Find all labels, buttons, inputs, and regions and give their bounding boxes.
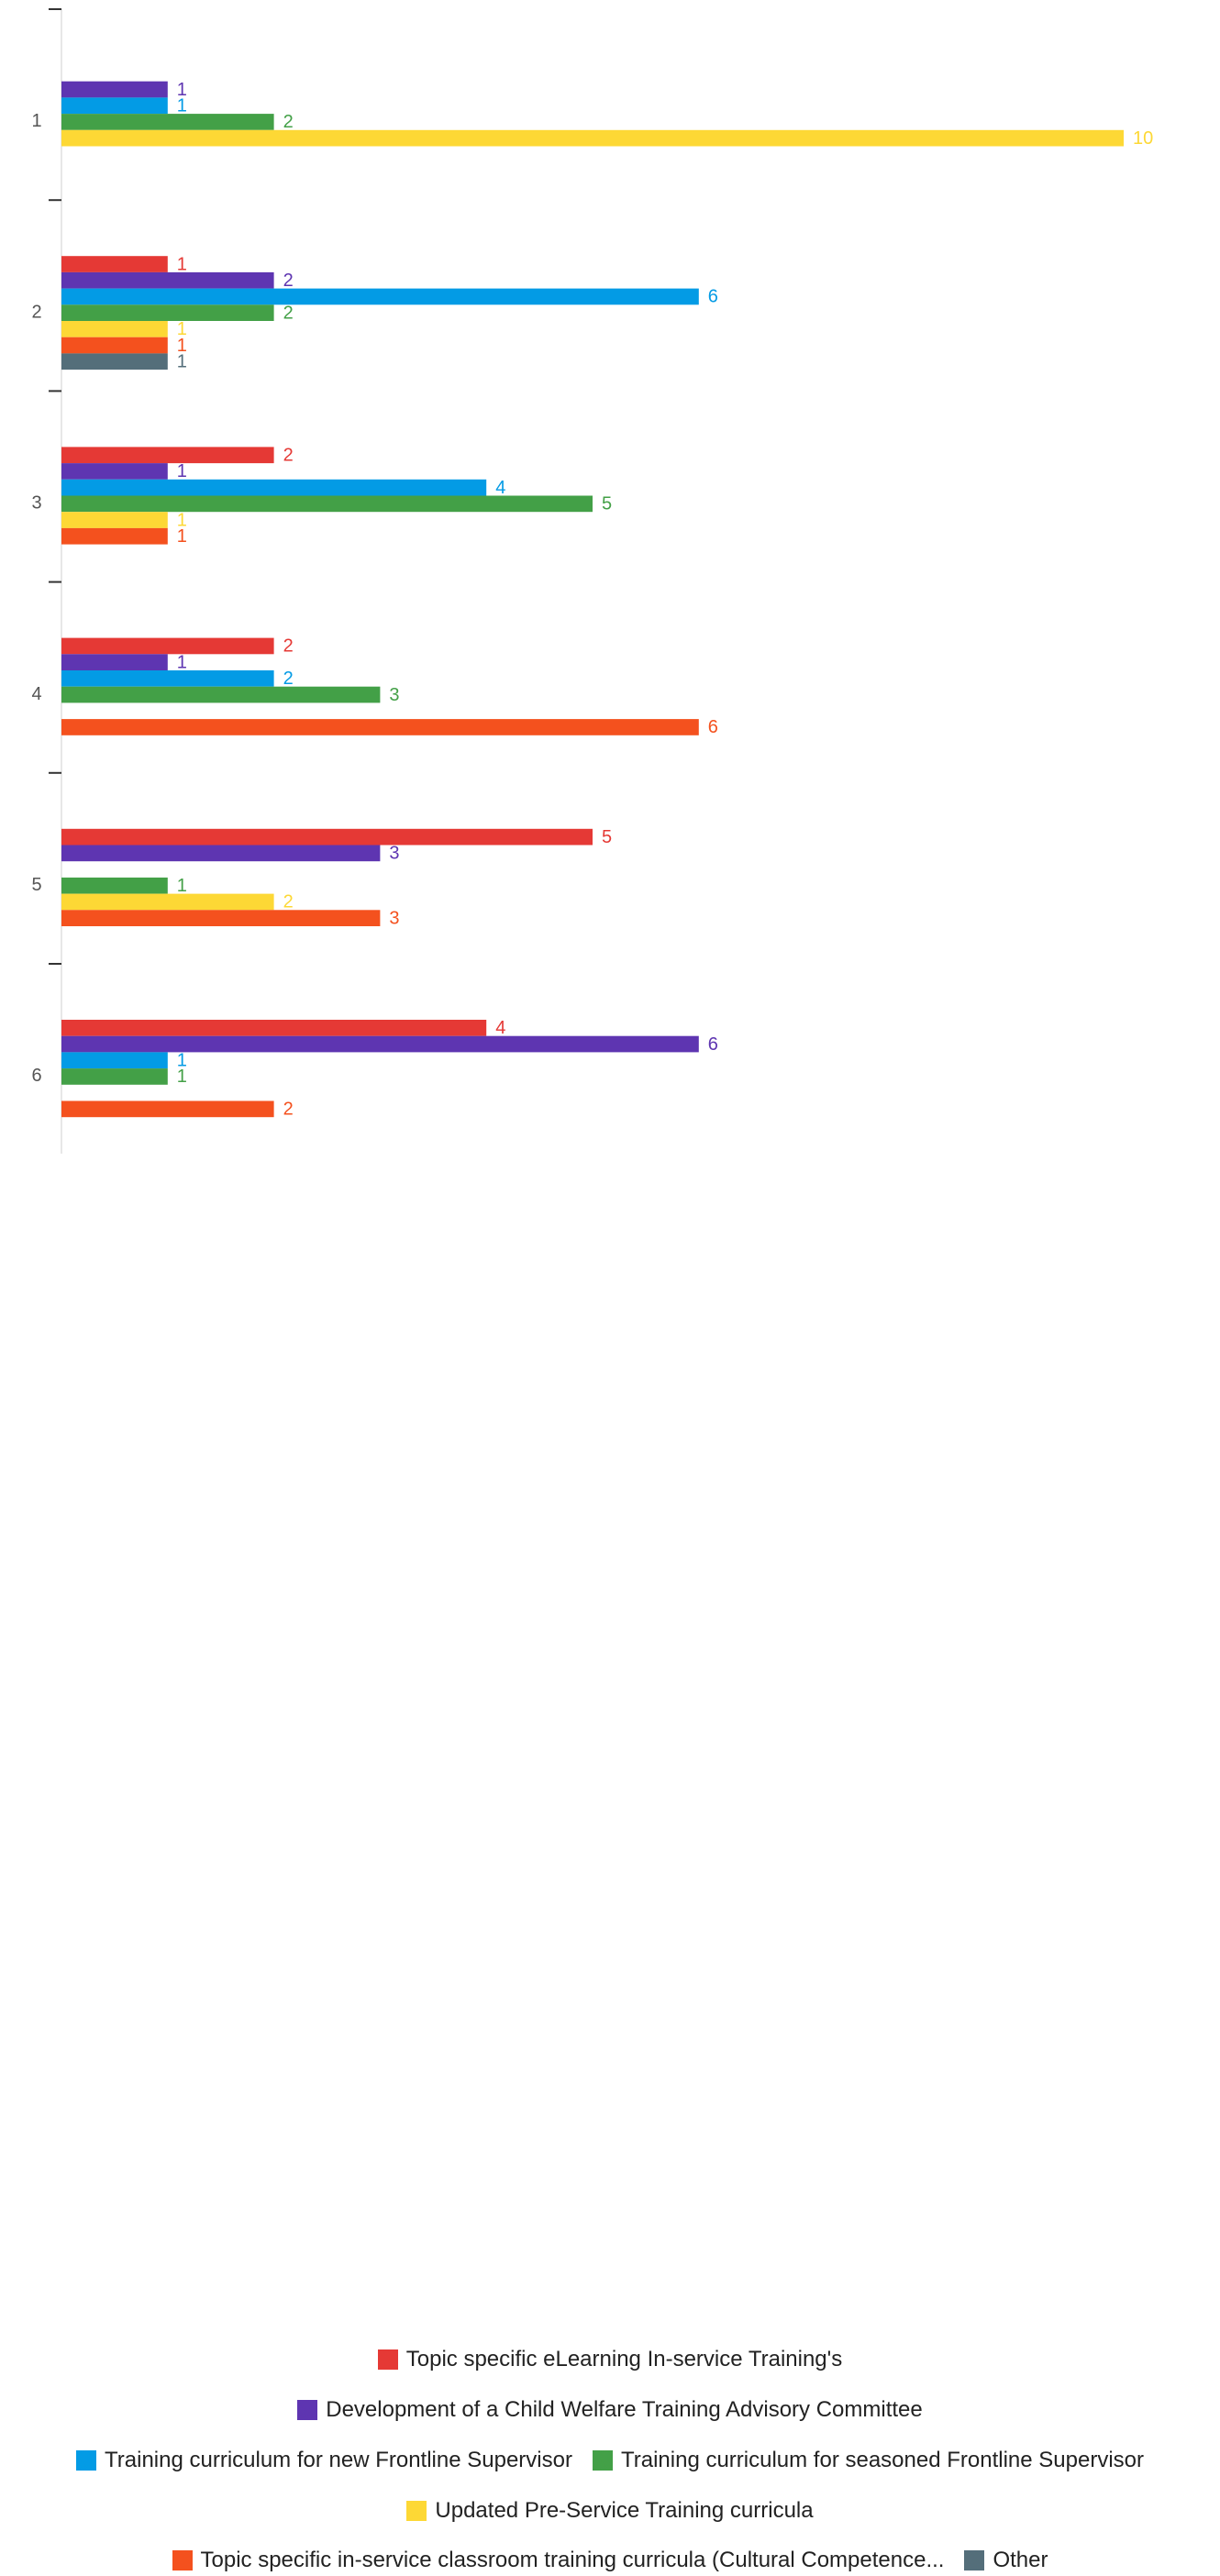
legend-swatch bbox=[297, 2400, 318, 2420]
data-label: 6 bbox=[708, 287, 718, 307]
data-label: 3 bbox=[389, 908, 399, 928]
bar bbox=[61, 1020, 487, 1036]
data-label: 1 bbox=[177, 461, 187, 481]
data-label: 3 bbox=[389, 844, 399, 864]
legend-label: Topic specific in-service classroom trai… bbox=[200, 2548, 945, 2572]
bar bbox=[61, 719, 699, 735]
data-label: 3 bbox=[389, 685, 399, 705]
bar bbox=[61, 81, 168, 98]
data-label: 2 bbox=[283, 303, 294, 323]
bar bbox=[61, 512, 168, 528]
legend-label: Training curriculum for seasoned Frontli… bbox=[620, 2448, 1144, 2472]
category-tick-label: 6 bbox=[31, 1066, 41, 1086]
bar bbox=[61, 271, 274, 289]
legend-label: Other bbox=[993, 2548, 1048, 2572]
data-label: 1 bbox=[177, 510, 187, 530]
bar bbox=[61, 114, 274, 130]
bar bbox=[61, 828, 593, 846]
bar bbox=[61, 97, 168, 115]
bar bbox=[61, 637, 274, 655]
data-label: 1 bbox=[177, 876, 187, 896]
data-label: 1 bbox=[177, 336, 187, 356]
data-label: 2 bbox=[283, 446, 294, 466]
bar bbox=[61, 321, 168, 337]
legend-swatch bbox=[377, 2349, 398, 2370]
data-label: 1 bbox=[177, 1051, 187, 1071]
data-label: 2 bbox=[283, 112, 294, 132]
data-label: 1 bbox=[177, 352, 187, 372]
bar bbox=[61, 353, 168, 370]
bar bbox=[61, 129, 1124, 147]
bar-chart: 1 1 1 2 10 2 1 2 6 2 1 1 1 3 2 1 4 5 1 1 4 2 1 2 3 6 5 5 3 1 2 3 6 4 6 1 1 2 … bbox=[31, 8, 1153, 2572]
bar bbox=[61, 845, 381, 862]
legend-item-elearning[interactable]: Topic specific eLearning In-service Trai… bbox=[377, 2347, 843, 2372]
legend-item-pre-service[interactable]: Updated Pre-Service Training curricula bbox=[406, 2498, 814, 2524]
legend-label: Development of a Child Welfare Training … bbox=[326, 2397, 923, 2422]
bar bbox=[61, 463, 168, 480]
data-label: 1 bbox=[177, 96, 187, 116]
data-label: 4 bbox=[495, 478, 505, 498]
bar bbox=[61, 877, 168, 894]
category-tick-label: 2 bbox=[31, 302, 41, 322]
legend-item-advisory-committee[interactable]: Development of a Child Welfare Training … bbox=[297, 2397, 923, 2423]
bar bbox=[61, 527, 168, 545]
legend-label: Updated Pre-Service Training curricula bbox=[435, 2498, 814, 2523]
bar bbox=[61, 337, 168, 354]
bar bbox=[61, 1035, 699, 1053]
bar bbox=[61, 479, 487, 496]
category-tick-label: 3 bbox=[31, 493, 41, 514]
legend-swatch bbox=[592, 2450, 613, 2471]
data-label: 2 bbox=[283, 636, 294, 657]
data-label: 10 bbox=[1133, 128, 1153, 149]
data-label: 4 bbox=[495, 1018, 505, 1038]
category-tick-label: 1 bbox=[31, 111, 41, 131]
data-label: 1 bbox=[177, 1067, 187, 1087]
legend-swatch bbox=[964, 2550, 985, 2570]
data-label: 1 bbox=[177, 319, 187, 339]
bar bbox=[61, 495, 593, 513]
category-tick-label: 4 bbox=[31, 684, 41, 704]
legend-item-new-supervisor[interactable]: Training curriculum for new Frontline Su… bbox=[76, 2448, 572, 2473]
data-label: 1 bbox=[177, 526, 187, 547]
bar bbox=[61, 447, 274, 464]
data-label: 2 bbox=[283, 271, 294, 291]
bar bbox=[61, 686, 381, 703]
data-label: 2 bbox=[283, 669, 294, 689]
legend-swatch bbox=[172, 2550, 193, 2570]
bar bbox=[61, 893, 274, 911]
bar bbox=[61, 654, 168, 670]
data-label: 2 bbox=[283, 892, 294, 912]
legend-swatch bbox=[76, 2450, 96, 2471]
data-label: 6 bbox=[708, 1034, 718, 1055]
legend-label: Topic specific eLearning In-service Trai… bbox=[405, 2347, 843, 2371]
bar bbox=[61, 304, 274, 321]
data-label: 5 bbox=[602, 827, 612, 847]
bar bbox=[61, 288, 699, 305]
data-label: 1 bbox=[177, 80, 187, 100]
data-label: 5 bbox=[602, 494, 612, 514]
data-label: 6 bbox=[708, 717, 718, 737]
bar bbox=[61, 1052, 168, 1069]
bar bbox=[61, 1100, 274, 1118]
data-label: 1 bbox=[177, 254, 187, 274]
legend-label: Training curriculum for new Frontline Su… bbox=[105, 2448, 572, 2472]
bar bbox=[61, 670, 274, 687]
bar bbox=[61, 256, 168, 272]
legend-swatch bbox=[406, 2501, 427, 2521]
bar bbox=[61, 1068, 168, 1085]
legend-item-classroom-curricula[interactable]: Topic specific in-service classroom trai… bbox=[172, 2548, 945, 2573]
legend-item-other[interactable]: Other bbox=[964, 2548, 1048, 2573]
data-label: 1 bbox=[177, 652, 187, 672]
legend-item-seasoned-supervisor[interactable]: Training curriculum for seasoned Frontli… bbox=[592, 2448, 1144, 2473]
category-tick-label: 5 bbox=[31, 875, 41, 895]
bar bbox=[61, 910, 381, 926]
data-label: 2 bbox=[283, 1100, 294, 1120]
